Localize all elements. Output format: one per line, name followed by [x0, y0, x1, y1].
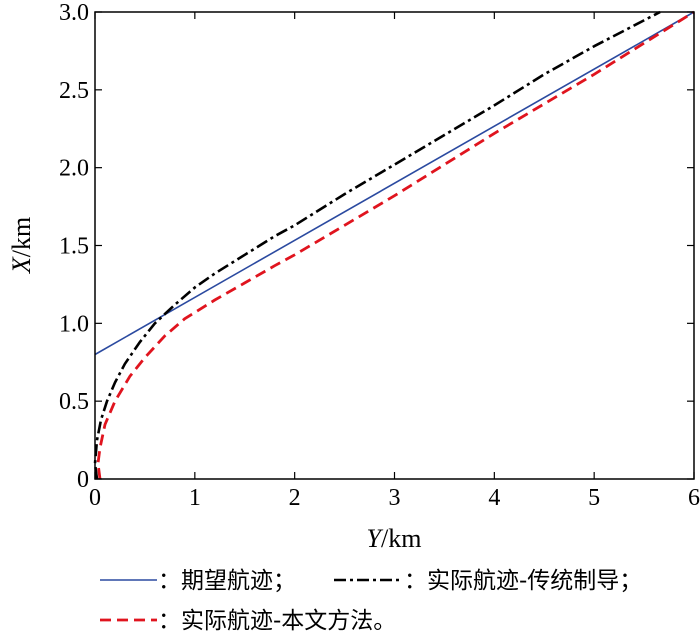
series-line-1 — [93, 10, 661, 480]
x-tick-label: 0 — [89, 485, 101, 511]
y-tick-label: 0.5 — [59, 389, 89, 415]
x-tick-label: 4 — [488, 485, 500, 511]
x-axis-unit: /km — [381, 524, 421, 553]
x-tick-label: 1 — [189, 485, 201, 511]
plot-frame — [94, 11, 695, 480]
legend: ：期望航迹； ：实际航迹-传统制导； ：实际航迹-本文方法。 — [100, 568, 642, 634]
y-axis-label: X/km — [7, 217, 36, 274]
x-tick-label: 6 — [688, 485, 700, 511]
y-tick-label: 2.5 — [59, 78, 89, 104]
legend-label-traditional: ：实际航迹-传统制导； — [404, 568, 642, 594]
y-tick-label: 2.0 — [59, 156, 89, 182]
x-tick-label: 3 — [389, 485, 401, 511]
y-tick-label: 0 — [77, 467, 89, 493]
x-axis-label: Y/km — [367, 524, 422, 553]
y-axis-unit: /km — [7, 217, 36, 257]
legend-label-expected: ：期望航迹； — [158, 568, 296, 594]
series-line-0 — [94, 11, 695, 356]
x-axis-var: Y — [367, 524, 384, 553]
x-tick-label: 5 — [588, 485, 600, 511]
y-tick-label: 1.5 — [59, 234, 89, 260]
y-axis-var: X — [7, 256, 36, 274]
x-tick-label: 2 — [289, 485, 301, 511]
y-tick-label: 1.0 — [59, 311, 89, 337]
legend-label-proposed: ：实际航迹-本文方法。 — [158, 608, 396, 634]
plot-series — [93, 10, 695, 480]
y-tick-label: 3.0 — [59, 0, 89, 26]
axis-ticks: 0 1 2 3 4 5 6 0 0.5 1.0 1.5 2.0 2.5 3.0 — [59, 0, 700, 511]
series-line-2 — [96, 10, 695, 480]
